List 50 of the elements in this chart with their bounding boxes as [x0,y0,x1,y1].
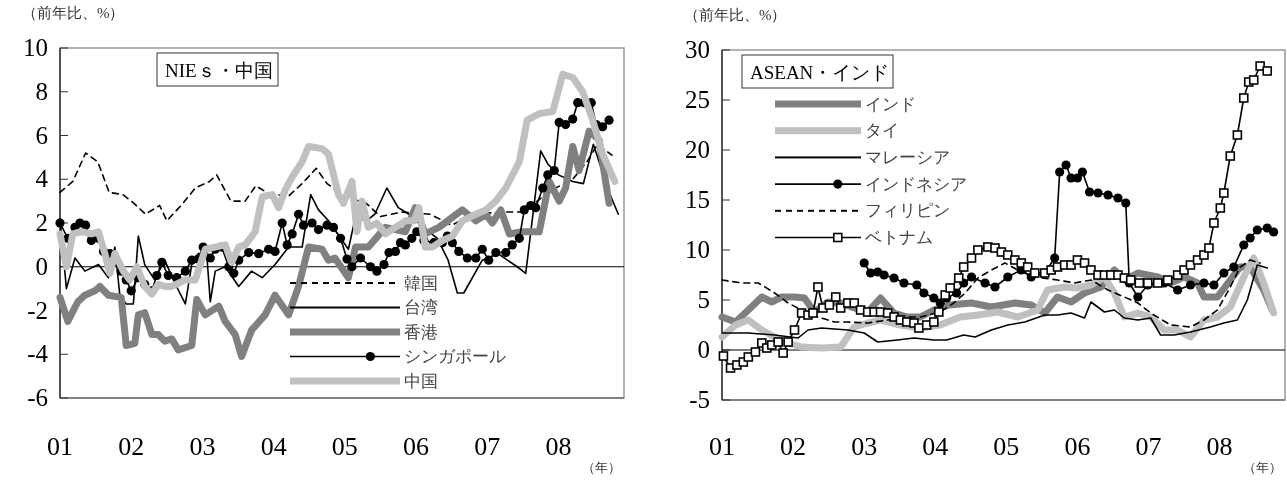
legend-label: マレーシア [865,147,950,167]
y-tick-label: 0 [35,252,48,280]
y-tick-label: 20 [685,136,710,163]
y-tick-label: 5 [697,286,710,313]
x-tick-label: 03 [851,432,878,461]
x-tick-label: 02 [780,432,807,461]
y-tick-label: 10 [23,34,48,61]
y-axis-title: （前年比、%） [684,7,787,23]
x-tick-label: 05 [331,432,358,461]
y-tick-label: 0 [697,336,710,363]
y-tick-label: 25 [685,86,710,113]
x-tick-label: 07 [474,432,501,461]
legend-label: タイ [865,121,899,141]
y-tick-label: -5 [689,386,710,413]
legend-label: インド [865,94,916,114]
y-tick-label: 15 [685,186,710,213]
x-axis-title: （年） [1243,460,1282,475]
y-tick-label: -2 [27,296,48,324]
x-tick-label: 05 [993,432,1020,461]
y-tick-label: -6 [27,384,48,411]
legend-label: フィリピン [865,201,950,221]
x-axis-title: （年） [582,460,621,475]
x-tick-label: 06 [403,432,430,461]
x-tick-label: 04 [922,432,949,461]
legend-label: 香港 [404,322,438,342]
legend-label: ベトナム [865,228,933,247]
x-tick-label: 08 [1206,432,1233,461]
x-tick-label: 02 [118,432,145,461]
x-tick-label: 03 [189,432,216,461]
y-tick-label: -4 [27,340,49,368]
y-axis-title: （前年比、%） [22,5,125,21]
x-tick-label: 07 [1135,432,1162,461]
x-tick-label: 01 [709,432,735,461]
text: ASEAN・インド [750,62,890,83]
text: NIEｓ・中国 [165,60,273,81]
x-tick-label: 08 [545,432,572,461]
legend-label: 台湾 [404,298,438,317]
y-tick-label: 8 [35,77,48,105]
y-tick-label: 30 [685,36,710,63]
legend-label: 韓国 [404,273,438,293]
x-tick-label: 04 [260,432,287,461]
x-tick-label: 01 [47,432,73,461]
y-tick-label: 2 [35,209,48,236]
legend-label: シンガポール [404,347,506,366]
y-tick-label: 4 [35,165,49,193]
legend-label: インドネシア [865,174,967,194]
y-tick-label: 10 [685,236,710,263]
x-tick-label: 06 [1064,432,1091,461]
y-tick-label: 6 [35,121,48,149]
legend-label: 中国 [404,371,438,391]
